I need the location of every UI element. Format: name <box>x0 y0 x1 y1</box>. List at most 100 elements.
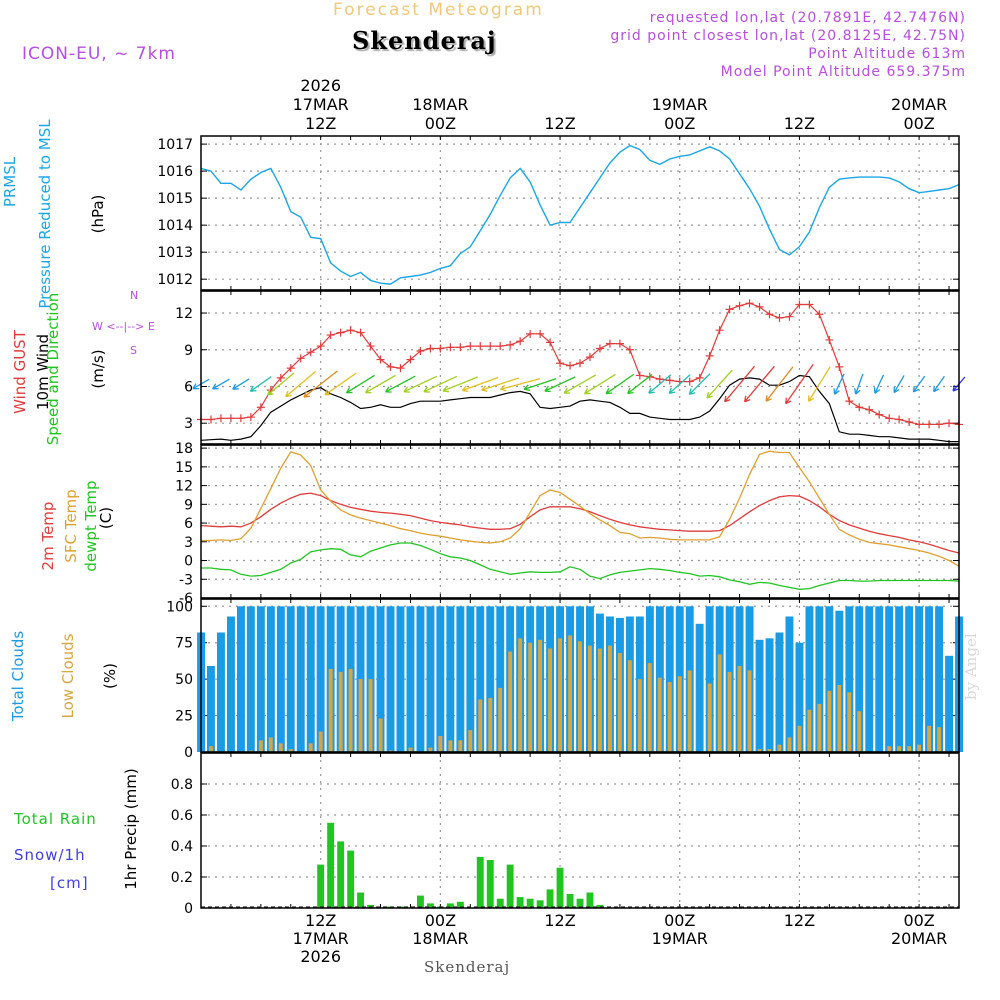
gust-marker <box>745 299 754 308</box>
low-cloud-bar <box>897 746 902 752</box>
rain-bar <box>426 903 434 908</box>
y-tick-label: 1012 <box>157 272 193 288</box>
low-cloud-bar <box>608 645 612 752</box>
panel-frame <box>200 752 960 909</box>
wind-arrow <box>833 373 845 395</box>
y-tick-label: 1014 <box>157 218 193 234</box>
total-cloud-bar <box>237 606 245 752</box>
rain-bar <box>317 864 325 908</box>
temp-dewpt-line <box>201 542 960 590</box>
low-cloud-bar <box>797 725 802 752</box>
y-tick-label: 50 <box>175 672 193 688</box>
low-cloud-bar <box>408 747 413 752</box>
wind-arrow <box>212 378 230 390</box>
wind-arrow <box>461 376 499 393</box>
total-cloud-bar <box>446 606 455 752</box>
low-cloud-bar <box>578 641 582 752</box>
low-cloud-bar <box>807 709 812 752</box>
wind-arrow <box>743 365 775 403</box>
y-tick-label: 6 <box>184 516 193 532</box>
low-cloud-bar <box>538 639 542 752</box>
y-tick-label: 0.2 <box>171 870 193 886</box>
time-label-bottom: 18MAR <box>412 929 468 948</box>
model-altitude: Model Point Altitude 659.375m <box>720 64 966 80</box>
rain-bar <box>357 892 364 908</box>
low-cloud-bar <box>528 642 533 752</box>
time-label-bottom: 2026 <box>300 947 341 966</box>
gust-marker <box>815 310 824 319</box>
wind-arrow <box>423 375 458 393</box>
gust-marker <box>935 420 944 429</box>
total-cloud-bar <box>406 606 415 752</box>
gust-marker <box>496 342 505 351</box>
y-tick-label: -3 <box>179 572 193 588</box>
low-cloud-bar <box>917 744 921 752</box>
y-tick-label: 3 <box>184 416 193 432</box>
total-cloud-bar <box>755 639 764 752</box>
total-cloud-bar <box>895 606 904 752</box>
low-cloud-bar <box>378 718 383 752</box>
gust-marker <box>655 375 664 384</box>
gust-marker <box>376 355 385 364</box>
total-cloud-bar <box>795 642 804 752</box>
rain-bar <box>566 894 574 908</box>
total-cloud-bar <box>316 606 325 752</box>
total-cloud-bar <box>915 606 924 752</box>
gust-marker <box>436 344 445 353</box>
total-cloud-bar <box>416 606 425 752</box>
gust-marker <box>905 417 914 426</box>
low-cloud-bar <box>827 690 832 752</box>
rain-bar <box>506 864 514 908</box>
gust-marker <box>835 362 844 371</box>
gust-marker <box>416 346 425 355</box>
wind-arrow <box>785 364 814 405</box>
y-tick-label: 0.6 <box>171 808 193 824</box>
time-label-bottom: 00Z <box>903 911 934 930</box>
gust-marker <box>695 373 704 382</box>
y-tick-label: 3 <box>184 535 193 551</box>
rain-bar <box>546 889 554 908</box>
total-cloud-bar <box>276 606 285 752</box>
product-title: Forecast Meteogram <box>333 0 544 20</box>
y-tick-label: 0 <box>184 745 193 761</box>
wind-arrow <box>303 370 338 398</box>
wind-arrow <box>706 369 733 399</box>
wind-arrow <box>249 376 272 392</box>
low-cloud-bar <box>558 638 562 752</box>
y-tick-label: 0 <box>184 901 193 917</box>
y-tick-label: 25 <box>175 709 193 725</box>
gust-marker <box>795 300 804 309</box>
gust-marker <box>715 326 724 335</box>
total-cloud-bar <box>256 606 265 752</box>
rain-bar <box>476 856 484 908</box>
wind-arrow <box>873 374 885 394</box>
compass-we: W <--|--> E <box>92 320 155 333</box>
wind-arrow <box>605 373 635 395</box>
low-cloud-bar <box>368 679 373 752</box>
total-cloud-bar <box>865 606 874 752</box>
low-cloud-bar <box>508 651 513 752</box>
low-cloud-bar <box>438 736 443 752</box>
low-cloud-bar <box>707 683 712 752</box>
total-cloud-bar <box>815 606 824 752</box>
gust-marker <box>516 337 525 346</box>
total-cloud-bar <box>396 606 405 752</box>
wind-arrow <box>688 373 711 396</box>
low-cloud-bar <box>328 668 333 752</box>
gust-marker <box>426 344 435 353</box>
y-tick-label: 0.8 <box>171 777 193 793</box>
rain-bar <box>586 892 594 908</box>
gust-marker <box>226 414 235 423</box>
gust-marker <box>665 376 674 385</box>
gust-marker <box>446 343 455 352</box>
wind-arrow <box>563 374 597 394</box>
gust-marker <box>865 405 874 414</box>
low-cloud-bar <box>617 652 622 752</box>
low-cloud-bar <box>258 740 263 752</box>
gust-marker <box>246 413 255 422</box>
wind-arrow <box>765 366 794 402</box>
low-cloud-bar <box>927 725 931 752</box>
time-label-bottom: 12Z <box>305 911 336 930</box>
time-label-top: 12Z <box>305 114 336 133</box>
low-cloud-bar <box>588 645 592 752</box>
